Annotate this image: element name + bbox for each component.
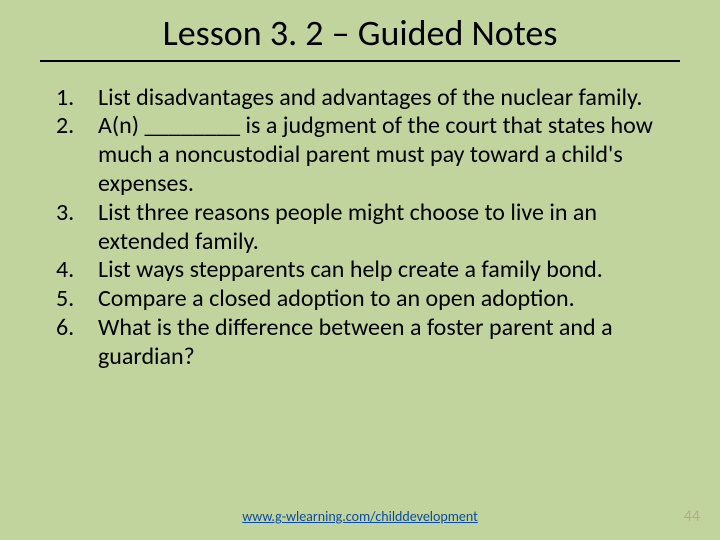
list-item: What is the difference between a foster … [56, 314, 664, 372]
list-item: List three reasons people might choose t… [56, 199, 664, 257]
list-item: List ways stepparents can help create a … [56, 256, 664, 285]
page-number: 44 [684, 507, 700, 526]
list-item: A(n) ________ is a judgment of the court… [56, 112, 664, 198]
footer: www.g-wlearning.com/childdevelopment [0, 507, 720, 526]
title-wrap: Lesson 3. 2 – Guided Notes [0, 0, 720, 62]
footer-link[interactable]: www.g-wlearning.com/childdevelopment [242, 508, 478, 525]
guided-notes-list: List disadvantages and advantages of the… [0, 62, 720, 372]
list-item: Compare a closed adoption to an open ado… [56, 285, 664, 314]
slide: Lesson 3. 2 – Guided Notes List disadvan… [0, 0, 720, 540]
page-title: Lesson 3. 2 – Guided Notes [40, 14, 680, 62]
list-item: List disadvantages and advantages of the… [56, 84, 664, 113]
